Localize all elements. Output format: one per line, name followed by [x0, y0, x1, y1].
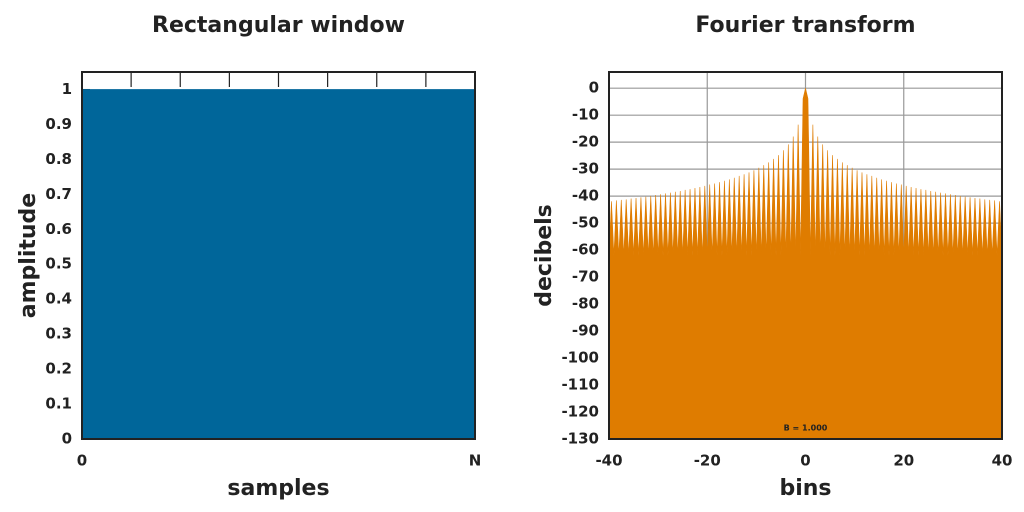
- y-tick-label: -10: [572, 106, 599, 124]
- annotation: B = 1.000: [784, 424, 828, 433]
- x-tick-label: -20: [694, 452, 721, 470]
- y-tick-label: -130: [561, 430, 599, 448]
- y-tick-label: -80: [572, 295, 599, 313]
- x-axis-label: samples: [227, 476, 329, 501]
- x-tick-label: -40: [595, 452, 622, 470]
- x-tick-label: 0: [800, 452, 810, 470]
- y-tick-label: 0.5: [45, 255, 72, 273]
- y-tick-label: -40: [572, 187, 599, 205]
- x-tick-label: 0: [77, 452, 87, 470]
- y-tick-label: 0: [589, 79, 599, 97]
- plot-frame: [608, 71, 1003, 440]
- y-tick-label: 0.8: [45, 150, 72, 168]
- area: [81, 89, 476, 440]
- x-tick-label: 40: [992, 452, 1013, 470]
- y-tick-label: -100: [561, 349, 599, 367]
- y-axis-label: decibels: [532, 204, 557, 307]
- y-axis-label: amplitude: [16, 193, 41, 318]
- y-tick-label: 0.1: [45, 395, 72, 413]
- y-tick-label: -60: [572, 241, 599, 259]
- chart-title: Rectangular window: [152, 13, 405, 38]
- y-tick-label: -20: [572, 133, 599, 151]
- y-tick-label: -50: [572, 214, 599, 232]
- y-tick-label: -110: [561, 376, 599, 394]
- y-tick-label: 0.3: [45, 325, 72, 343]
- chart-title: Fourier transform: [695, 13, 915, 38]
- y-tick-label: 0.4: [45, 290, 72, 308]
- y-tick-label: -120: [561, 403, 599, 421]
- y-tick-label: 0.7: [45, 185, 72, 203]
- x-axis-label: bins: [779, 476, 831, 501]
- y-tick-label: -90: [572, 322, 599, 340]
- y-tick-label: 0: [62, 430, 72, 448]
- y-tick-label: 0.9: [45, 115, 72, 133]
- y-tick-label: -30: [572, 160, 599, 178]
- y-tick-label: 0.6: [45, 220, 72, 238]
- x-tick-label: N: [469, 452, 482, 470]
- area: [608, 88, 1003, 440]
- x-tick-label: 20: [893, 452, 914, 470]
- plot-frame: [81, 71, 476, 440]
- y-tick-label: 1: [62, 80, 72, 98]
- y-tick-label: 0.2: [45, 360, 72, 378]
- y-tick-label: -70: [572, 268, 599, 286]
